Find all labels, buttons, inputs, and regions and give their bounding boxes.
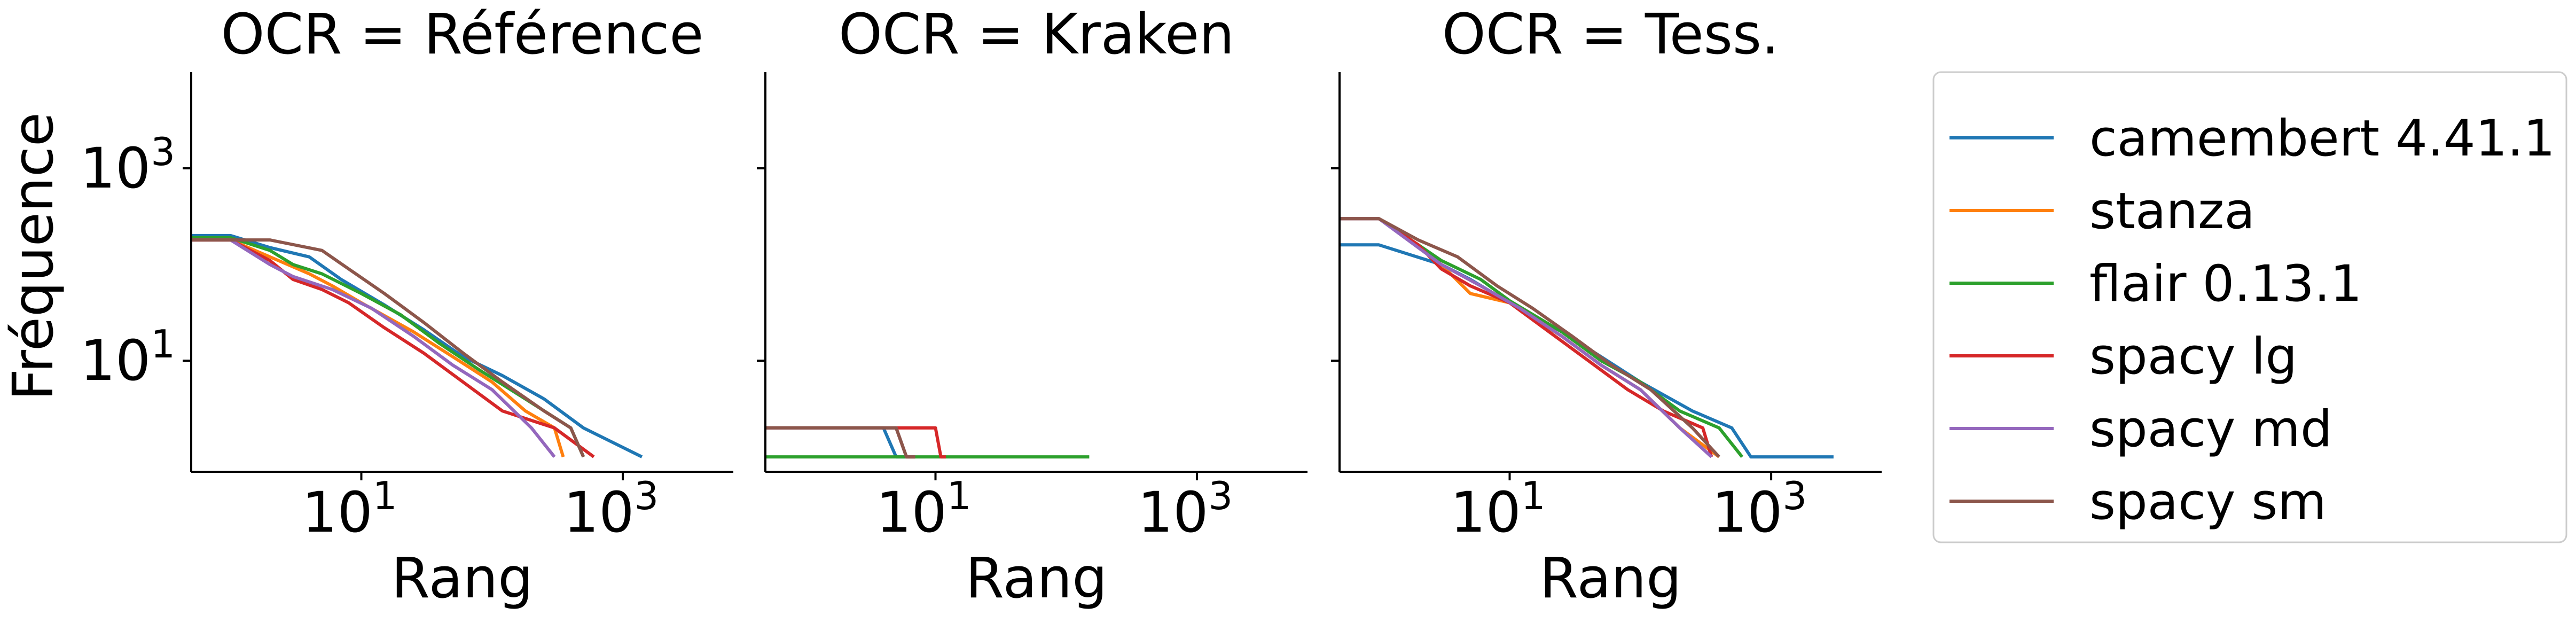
y-tick-label: 101 bbox=[80, 322, 175, 393]
legend-label: flair 0.13.1 bbox=[2089, 255, 2362, 313]
legend-item: flair 0.13.1 bbox=[1949, 255, 2362, 313]
x-axis-label: Rang bbox=[392, 546, 534, 611]
series-group bbox=[191, 233, 643, 458]
series-line-spacy-lg bbox=[191, 238, 595, 458]
x-tick-label: 101 bbox=[876, 473, 971, 545]
x-tick-label: 101 bbox=[302, 473, 397, 545]
x-axis-label: Rang bbox=[1540, 546, 1682, 611]
legend-label: spacy lg bbox=[2089, 328, 2297, 386]
x-tick-label: 103 bbox=[1712, 473, 1807, 545]
series-line-spacy-sm bbox=[765, 426, 915, 459]
y-axis-label: Fréquence bbox=[1, 112, 66, 401]
series-line-spacy-lg bbox=[765, 426, 946, 459]
y-tick-label-base: 10 bbox=[80, 328, 151, 393]
x-tick-label-exponent: 3 bbox=[634, 473, 659, 518]
series-line-spacy-md bbox=[191, 238, 556, 458]
legend-label: spacy md bbox=[2089, 400, 2332, 458]
panel-title: OCR = Kraken bbox=[839, 2, 1234, 67]
legend-item: camembert 4.41.1 bbox=[1949, 110, 2555, 168]
legend-item: spacy sm bbox=[1949, 473, 2327, 531]
y-tick-label-exponent: 3 bbox=[151, 129, 175, 174]
x-tick-label-exponent: 1 bbox=[1521, 473, 1546, 518]
x-tick-label: 101 bbox=[1450, 473, 1545, 545]
series-group bbox=[765, 426, 1090, 459]
legend-item: spacy lg bbox=[1949, 328, 2297, 386]
panel-title: OCR = Référence bbox=[221, 2, 704, 67]
x-tick-label-base: 10 bbox=[876, 480, 946, 545]
legend-item: spacy md bbox=[1949, 400, 2332, 458]
legend-item: stanza bbox=[1949, 182, 2255, 240]
series-line-flair-0-13-1 bbox=[1340, 217, 1744, 458]
y-tick-label-exponent: 1 bbox=[151, 322, 175, 367]
x-tick-label-exponent: 1 bbox=[373, 473, 397, 518]
series-line-stanza bbox=[191, 238, 565, 457]
legend-label: camembert 4.41.1 bbox=[2089, 110, 2555, 168]
legend-frame bbox=[1932, 71, 2567, 543]
series-line-spacy-lg bbox=[1340, 217, 1713, 457]
y-tick-label: 103 bbox=[80, 129, 175, 201]
x-tick-label-base: 10 bbox=[563, 480, 634, 545]
series-line-spacy-sm bbox=[191, 238, 585, 458]
legend-label: spacy sm bbox=[2089, 473, 2327, 531]
series-line-spacy-md bbox=[1340, 217, 1713, 458]
series-line-camembert-4-41-1 bbox=[765, 426, 907, 459]
legend: camembert 4.41.1 stanza flair 0.13.1 spacy … bbox=[1932, 71, 2567, 543]
x-tick-label: 103 bbox=[1138, 473, 1233, 545]
x-tick-label-exponent: 3 bbox=[1782, 473, 1807, 518]
series-line-stanza bbox=[1340, 217, 1720, 458]
series-line-spacy-sm bbox=[1340, 217, 1720, 458]
series-line-camembert-4-41-1 bbox=[191, 233, 643, 458]
x-tick-label-base: 10 bbox=[1138, 480, 1208, 545]
x-tick-label-exponent: 1 bbox=[947, 473, 972, 518]
x-tick-label-base: 10 bbox=[1712, 480, 1782, 545]
x-tick-label: 103 bbox=[563, 473, 659, 545]
x-tick-label-base: 10 bbox=[302, 480, 372, 545]
panel-title: OCR = Tess. bbox=[1442, 2, 1779, 67]
y-tick-label-base: 10 bbox=[80, 136, 151, 201]
series-group bbox=[1340, 217, 1834, 459]
legend-label: stanza bbox=[2089, 182, 2255, 240]
series-line-flair-0-13-1 bbox=[191, 236, 585, 458]
x-axis-label: Rang bbox=[966, 546, 1108, 611]
x-tick-label-base: 10 bbox=[1450, 480, 1521, 545]
x-tick-label-exponent: 3 bbox=[1208, 473, 1233, 518]
